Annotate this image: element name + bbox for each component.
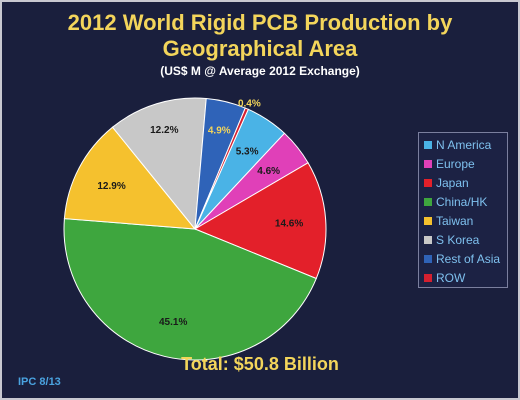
legend-item: S Korea	[424, 230, 507, 249]
legend-label: S Korea	[436, 232, 480, 247]
legend-swatch	[424, 254, 432, 263]
chart-legend: N America Europe Japan China/HK Taiwan S Kore…	[418, 132, 508, 288]
legend-item: Rest of Asia	[424, 249, 507, 268]
legend-label: China/HK	[436, 194, 488, 209]
chart-title-line2: Geographical Area	[162, 36, 358, 61]
source-label: IPC 8/13	[18, 376, 61, 388]
legend-item: Japan	[424, 173, 507, 192]
total-label: Total: $50.8 Billion	[181, 354, 339, 374]
pie-slice-china-hk	[63, 218, 317, 361]
legend-item: China/HK	[424, 192, 507, 211]
legend-item: N America	[424, 135, 507, 154]
legend-label: Rest of Asia	[436, 251, 501, 266]
legend-swatch	[424, 140, 432, 149]
chart-title-line1: 2012 World Rigid PCB Production by	[67, 10, 453, 35]
chart-subtitle: (US$ M @ Average 2012 Exchange)	[160, 64, 360, 78]
legend-swatch	[424, 159, 432, 168]
legend-label: Taiwan	[436, 213, 474, 228]
pie-label-japan: 14.6%	[275, 218, 303, 229]
legend-label: N America	[436, 137, 492, 152]
pie-label-taiwan: 12.9%	[97, 181, 125, 192]
pie-label-s-korea: 12.2%	[150, 125, 178, 136]
legend-label: Japan	[436, 175, 469, 190]
pie-label-europe: 4.6%	[257, 166, 280, 177]
pie-slice-japan	[193, 162, 327, 280]
legend-item: ROW	[424, 268, 507, 287]
legend-item: Europe	[424, 154, 507, 173]
pie-slice-s-korea	[111, 97, 207, 231]
pie-label-n-america: 5.3%	[236, 146, 259, 157]
legend-swatch	[424, 197, 432, 206]
legend-swatch	[424, 273, 432, 282]
legend-label: Europe	[436, 156, 475, 171]
legend-swatch	[424, 178, 432, 187]
legend-swatch	[424, 216, 432, 225]
legend-swatch	[424, 235, 432, 244]
legend-item: Taiwan	[424, 211, 507, 230]
pie-slice-taiwan	[63, 126, 197, 230]
legend-label: ROW	[436, 270, 466, 285]
pie-label-row: 0.4%	[238, 99, 261, 110]
pie-label-rest-of-asia: 4.9%	[208, 126, 231, 137]
pie-label-china-hk: 45.1%	[159, 317, 187, 328]
pie-slice-row	[194, 107, 249, 230]
